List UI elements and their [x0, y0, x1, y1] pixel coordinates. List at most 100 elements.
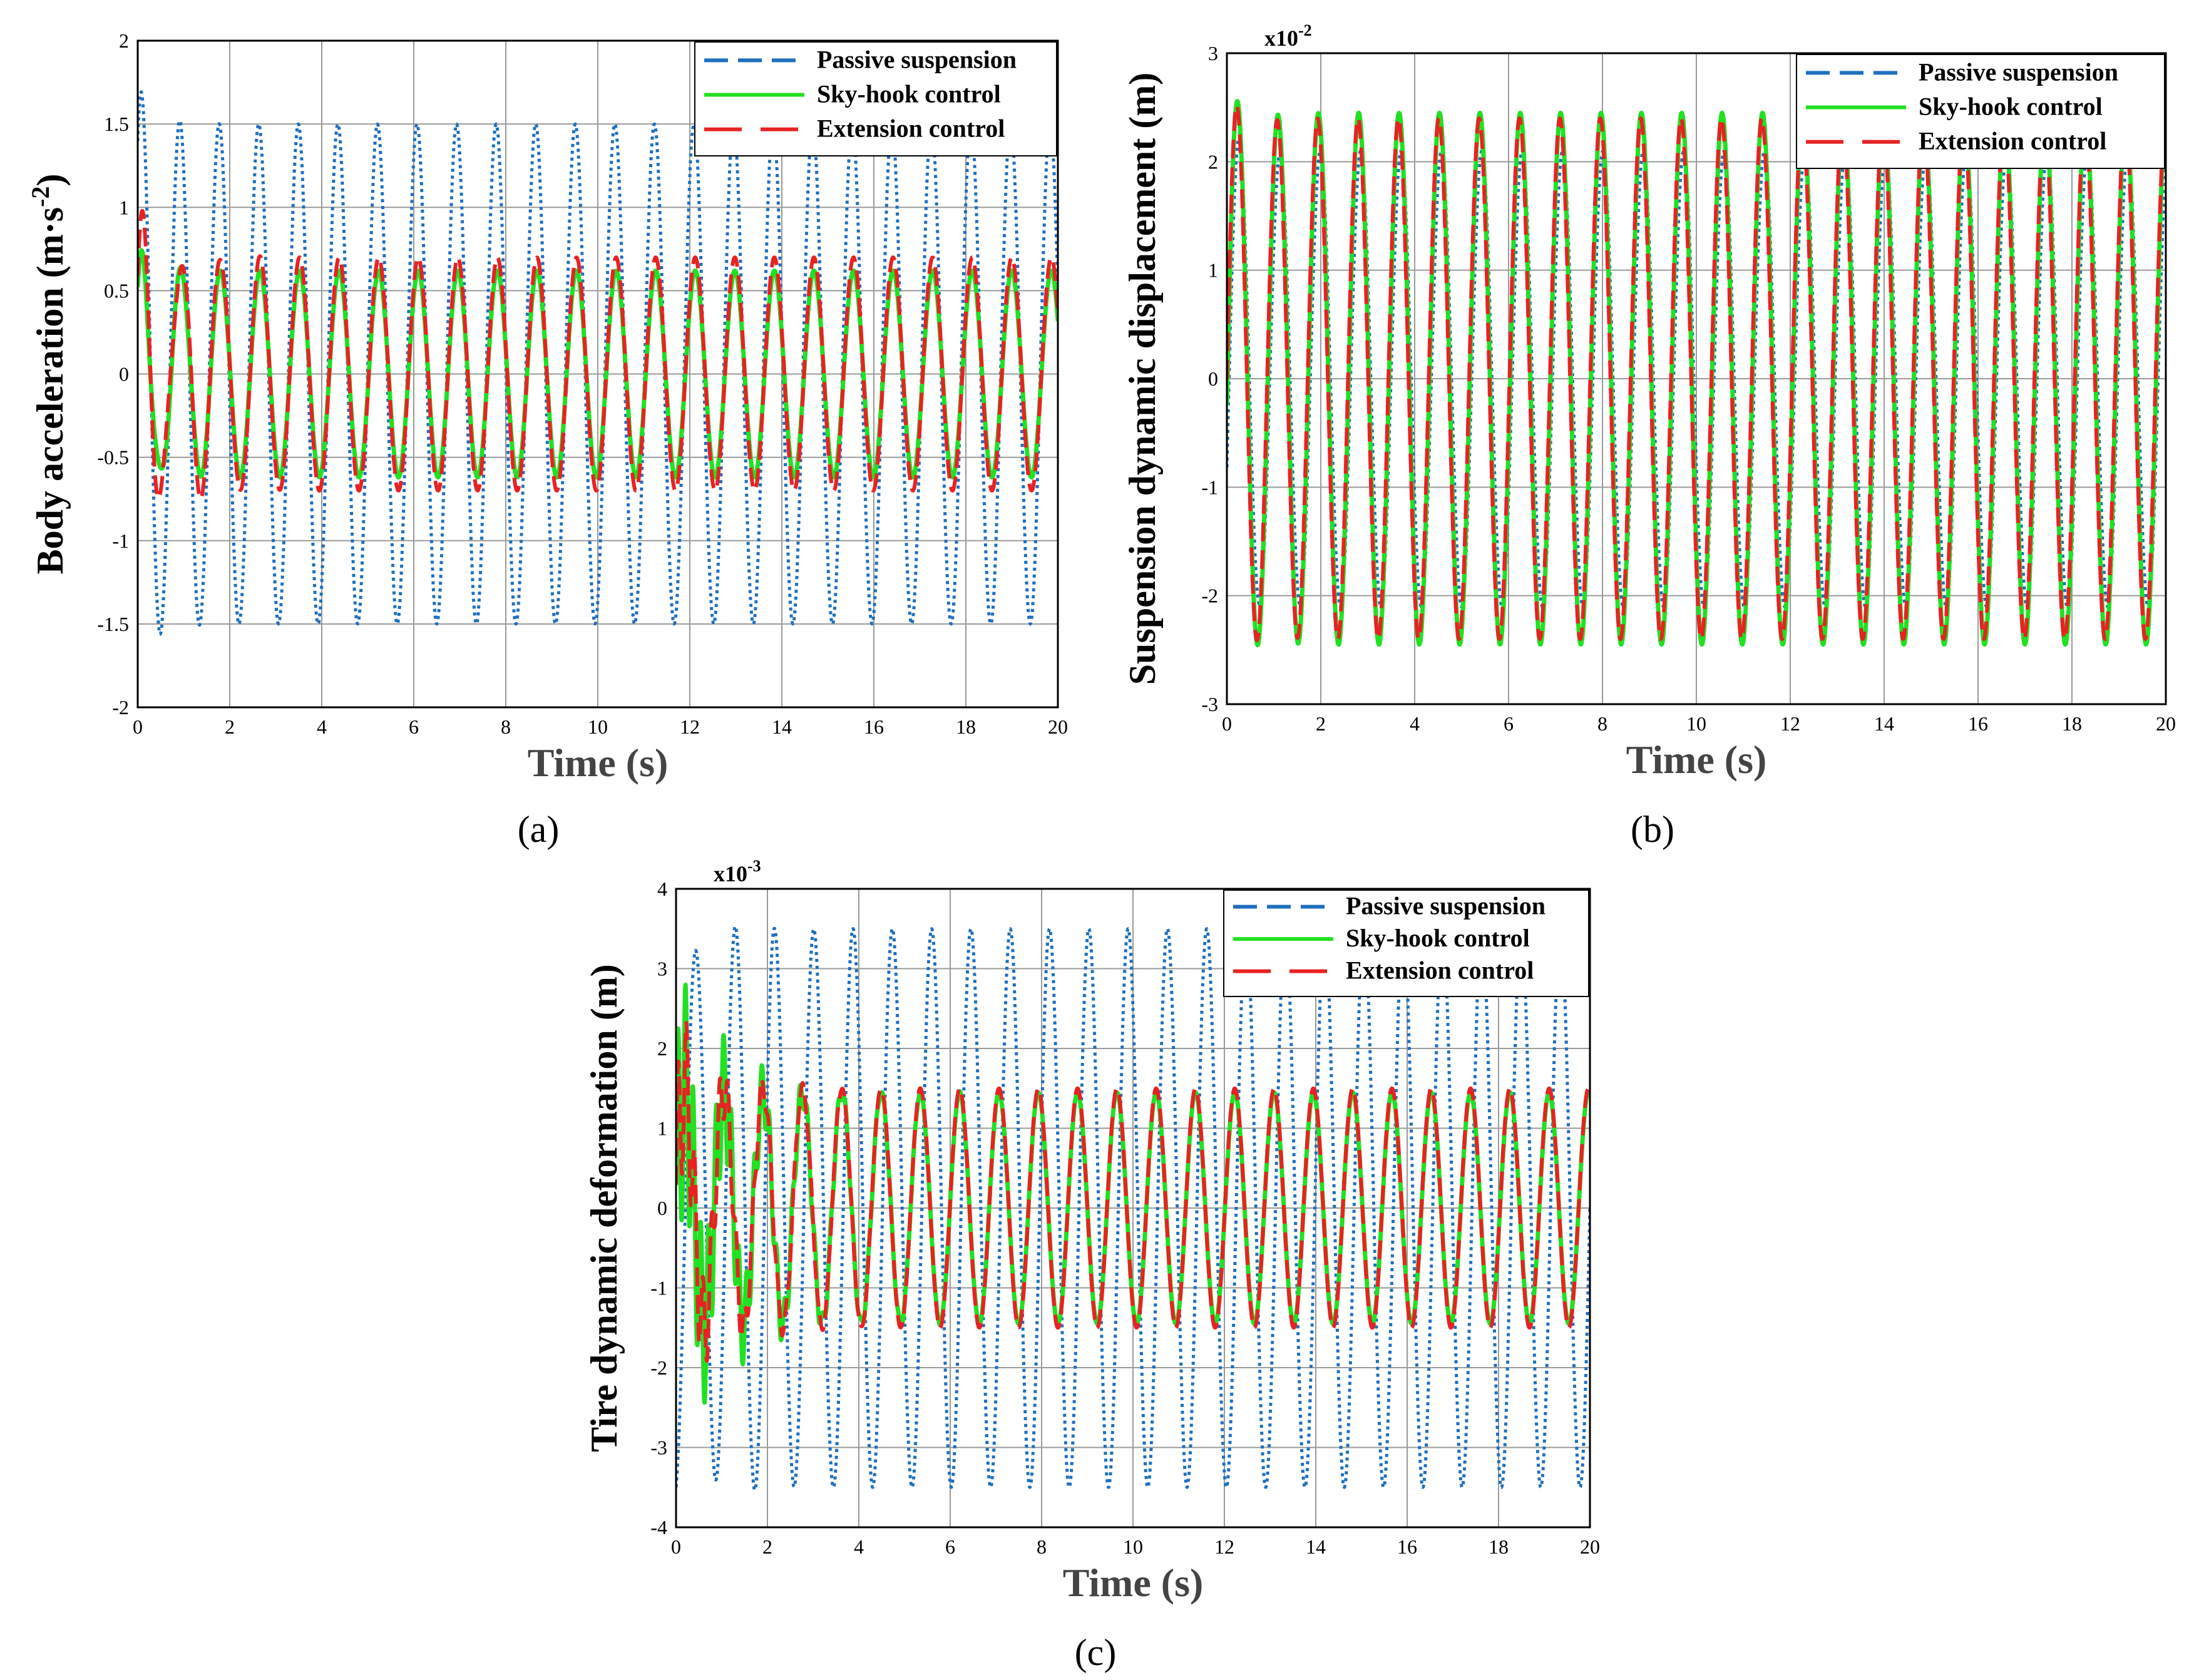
y-tick-label: -1	[1201, 476, 1218, 498]
y-tick-label: -3	[1201, 693, 1218, 715]
series-line-passive-suspension	[676, 925, 1590, 1492]
y-axis-label-main: Tire dynamic deformation (m)	[583, 964, 625, 1452]
y-axis-label: Tire dynamic deformation (m)	[583, 964, 625, 1452]
x-tick-label: 8	[501, 715, 511, 738]
series-group	[1227, 99, 2166, 647]
y-axis-label-sup: -2	[26, 187, 54, 207]
panel-caption: (b)	[1631, 809, 1674, 850]
x-tick-label: 20	[1580, 1535, 1600, 1558]
y-tick-label: 2	[657, 1037, 667, 1060]
x-tick-label: 8	[1037, 1535, 1047, 1558]
legend: Passive suspension Sky-hook control Extens…	[1796, 54, 2165, 169]
x-axis-label: Time (s)	[1626, 737, 1767, 782]
x-tick-label: 16	[1968, 712, 1988, 735]
x-tick-label: 4	[1410, 712, 1420, 735]
y-tick-label: -1.5	[97, 613, 129, 635]
y-tick-label: 0.5	[104, 279, 129, 302]
chart-c: 0 2 4 6 8 10 12 14 16 18 20-4-3-2-101234x10-3Time …	[583, 857, 1600, 1673]
series-line-extension-control	[1227, 103, 2166, 643]
y-axis-label: Body acceleration (m·s-2)	[26, 174, 71, 575]
x-tick-label: 18	[956, 715, 976, 738]
x-tick-label: 0	[1222, 712, 1232, 735]
y-tick-label: 3	[657, 958, 667, 980]
x-tick-label: 10	[588, 715, 608, 738]
y-tick-label: 2	[1208, 150, 1218, 173]
y-tick-label: 4	[657, 878, 667, 900]
legend-label: Sky-hook control	[817, 80, 1001, 108]
x-axis-label: Time (s)	[528, 740, 669, 785]
chart-a: 0 2 4 6 8 10 12 14 16 18 20 -2 -1.5 -1 -0.5 0 0.5 1 1.5 2 Ti…	[26, 29, 1068, 850]
x-tick-label: 12	[1780, 712, 1800, 735]
series-group	[138, 90, 1058, 636]
y-tick-label: 0	[1208, 367, 1218, 390]
y-tick-label: 1.5	[104, 113, 129, 135]
x-tick-label: 0	[671, 1535, 681, 1558]
x-tick-label: 2	[225, 715, 235, 738]
legend: Passive suspension Sky-hook control Extens…	[694, 41, 1057, 156]
y-tick-label: 1	[657, 1117, 667, 1140]
legend-label: Extension control	[817, 115, 1005, 143]
y-tick-label: 1	[119, 196, 129, 218]
y-tick-label: -2	[650, 1356, 667, 1379]
x-tick-label: 12	[680, 715, 700, 738]
legend-label: Sky-hook control	[1919, 93, 2103, 121]
multiplier-base: x10	[1264, 26, 1298, 51]
x-tick-label: 14	[1306, 1535, 1326, 1558]
y-tick-label: -2	[112, 696, 129, 719]
panel-caption: (c)	[1075, 1632, 1117, 1673]
y-tick-label: -4	[650, 1516, 667, 1539]
x-tick-label: 14	[1874, 712, 1894, 735]
axes-frame	[1226, 52, 2167, 705]
y-tick-label: -0.5	[97, 446, 129, 469]
y-tick-label: -1	[650, 1277, 667, 1299]
y-tick-label: -2	[1201, 585, 1218, 607]
x-tick-label: 10	[1123, 1535, 1143, 1558]
y-axis-label-main: Body acceleration (m·s	[29, 207, 71, 575]
y-tick-label: -1	[112, 530, 129, 552]
legend-label: Passive suspension	[1346, 892, 1545, 920]
x-tick-label: 16	[1397, 1535, 1417, 1558]
x-tick-label: 8	[1597, 712, 1607, 735]
legend-label: Sky-hook control	[1346, 924, 1530, 952]
axes-frame	[136, 39, 1059, 709]
y-axis-label: Suspension dynamic displacement (m)	[1122, 73, 1163, 685]
x-tick-label: 10	[1686, 712, 1706, 735]
x-tick-label: 14	[772, 715, 792, 738]
x-tick-label: 6	[409, 715, 419, 738]
x-tick-label: 18	[2062, 712, 2082, 735]
x-tick-label: 12	[1214, 1535, 1234, 1558]
legend: Passive suspension Sky-hook control Extens…	[1223, 889, 1589, 997]
x-tick-label: 2	[762, 1535, 772, 1558]
multiplier-exponent: -2	[1298, 21, 1312, 39]
y-tick-label: 0	[657, 1197, 667, 1219]
series-group	[676, 925, 1590, 1492]
multiplier-exponent: -3	[747, 857, 761, 875]
multiplier-base: x10	[714, 861, 747, 886]
y-tick-label: -3	[650, 1437, 667, 1459]
legend-label: Passive suspension	[817, 45, 1017, 73]
y-tick-label: 0	[119, 363, 129, 386]
legend-label: Extension control	[1346, 956, 1534, 985]
x-tick-label: 16	[864, 715, 884, 738]
x-tick-label: 4	[317, 715, 327, 738]
x-tick-label: 20	[1048, 715, 1068, 738]
x-axis-label: Time (s)	[1063, 1560, 1204, 1605]
axis-multiplier: x10-2	[1264, 21, 1312, 51]
x-tick-label: 6	[945, 1535, 955, 1558]
x-tick-label: 0	[133, 715, 143, 738]
x-tick-label: 2	[1316, 712, 1326, 735]
x-tick-label: 6	[1504, 712, 1514, 735]
axes-frame	[675, 888, 1591, 1529]
x-tick-label: 4	[854, 1535, 864, 1558]
x-tick-label: 20	[2156, 712, 2176, 735]
y-axis-label-end: )	[29, 174, 71, 187]
y-tick-label: 2	[119, 29, 129, 52]
series-line-passive-suspension	[138, 90, 1058, 636]
y-axis-label-main: Suspension dynamic displacement (m)	[1122, 73, 1163, 685]
y-tick-label: 1	[1208, 259, 1218, 282]
panel-caption: (a)	[518, 809, 560, 850]
series-line-extension-control	[138, 208, 1058, 501]
x-tick-label: 18	[1489, 1535, 1509, 1558]
